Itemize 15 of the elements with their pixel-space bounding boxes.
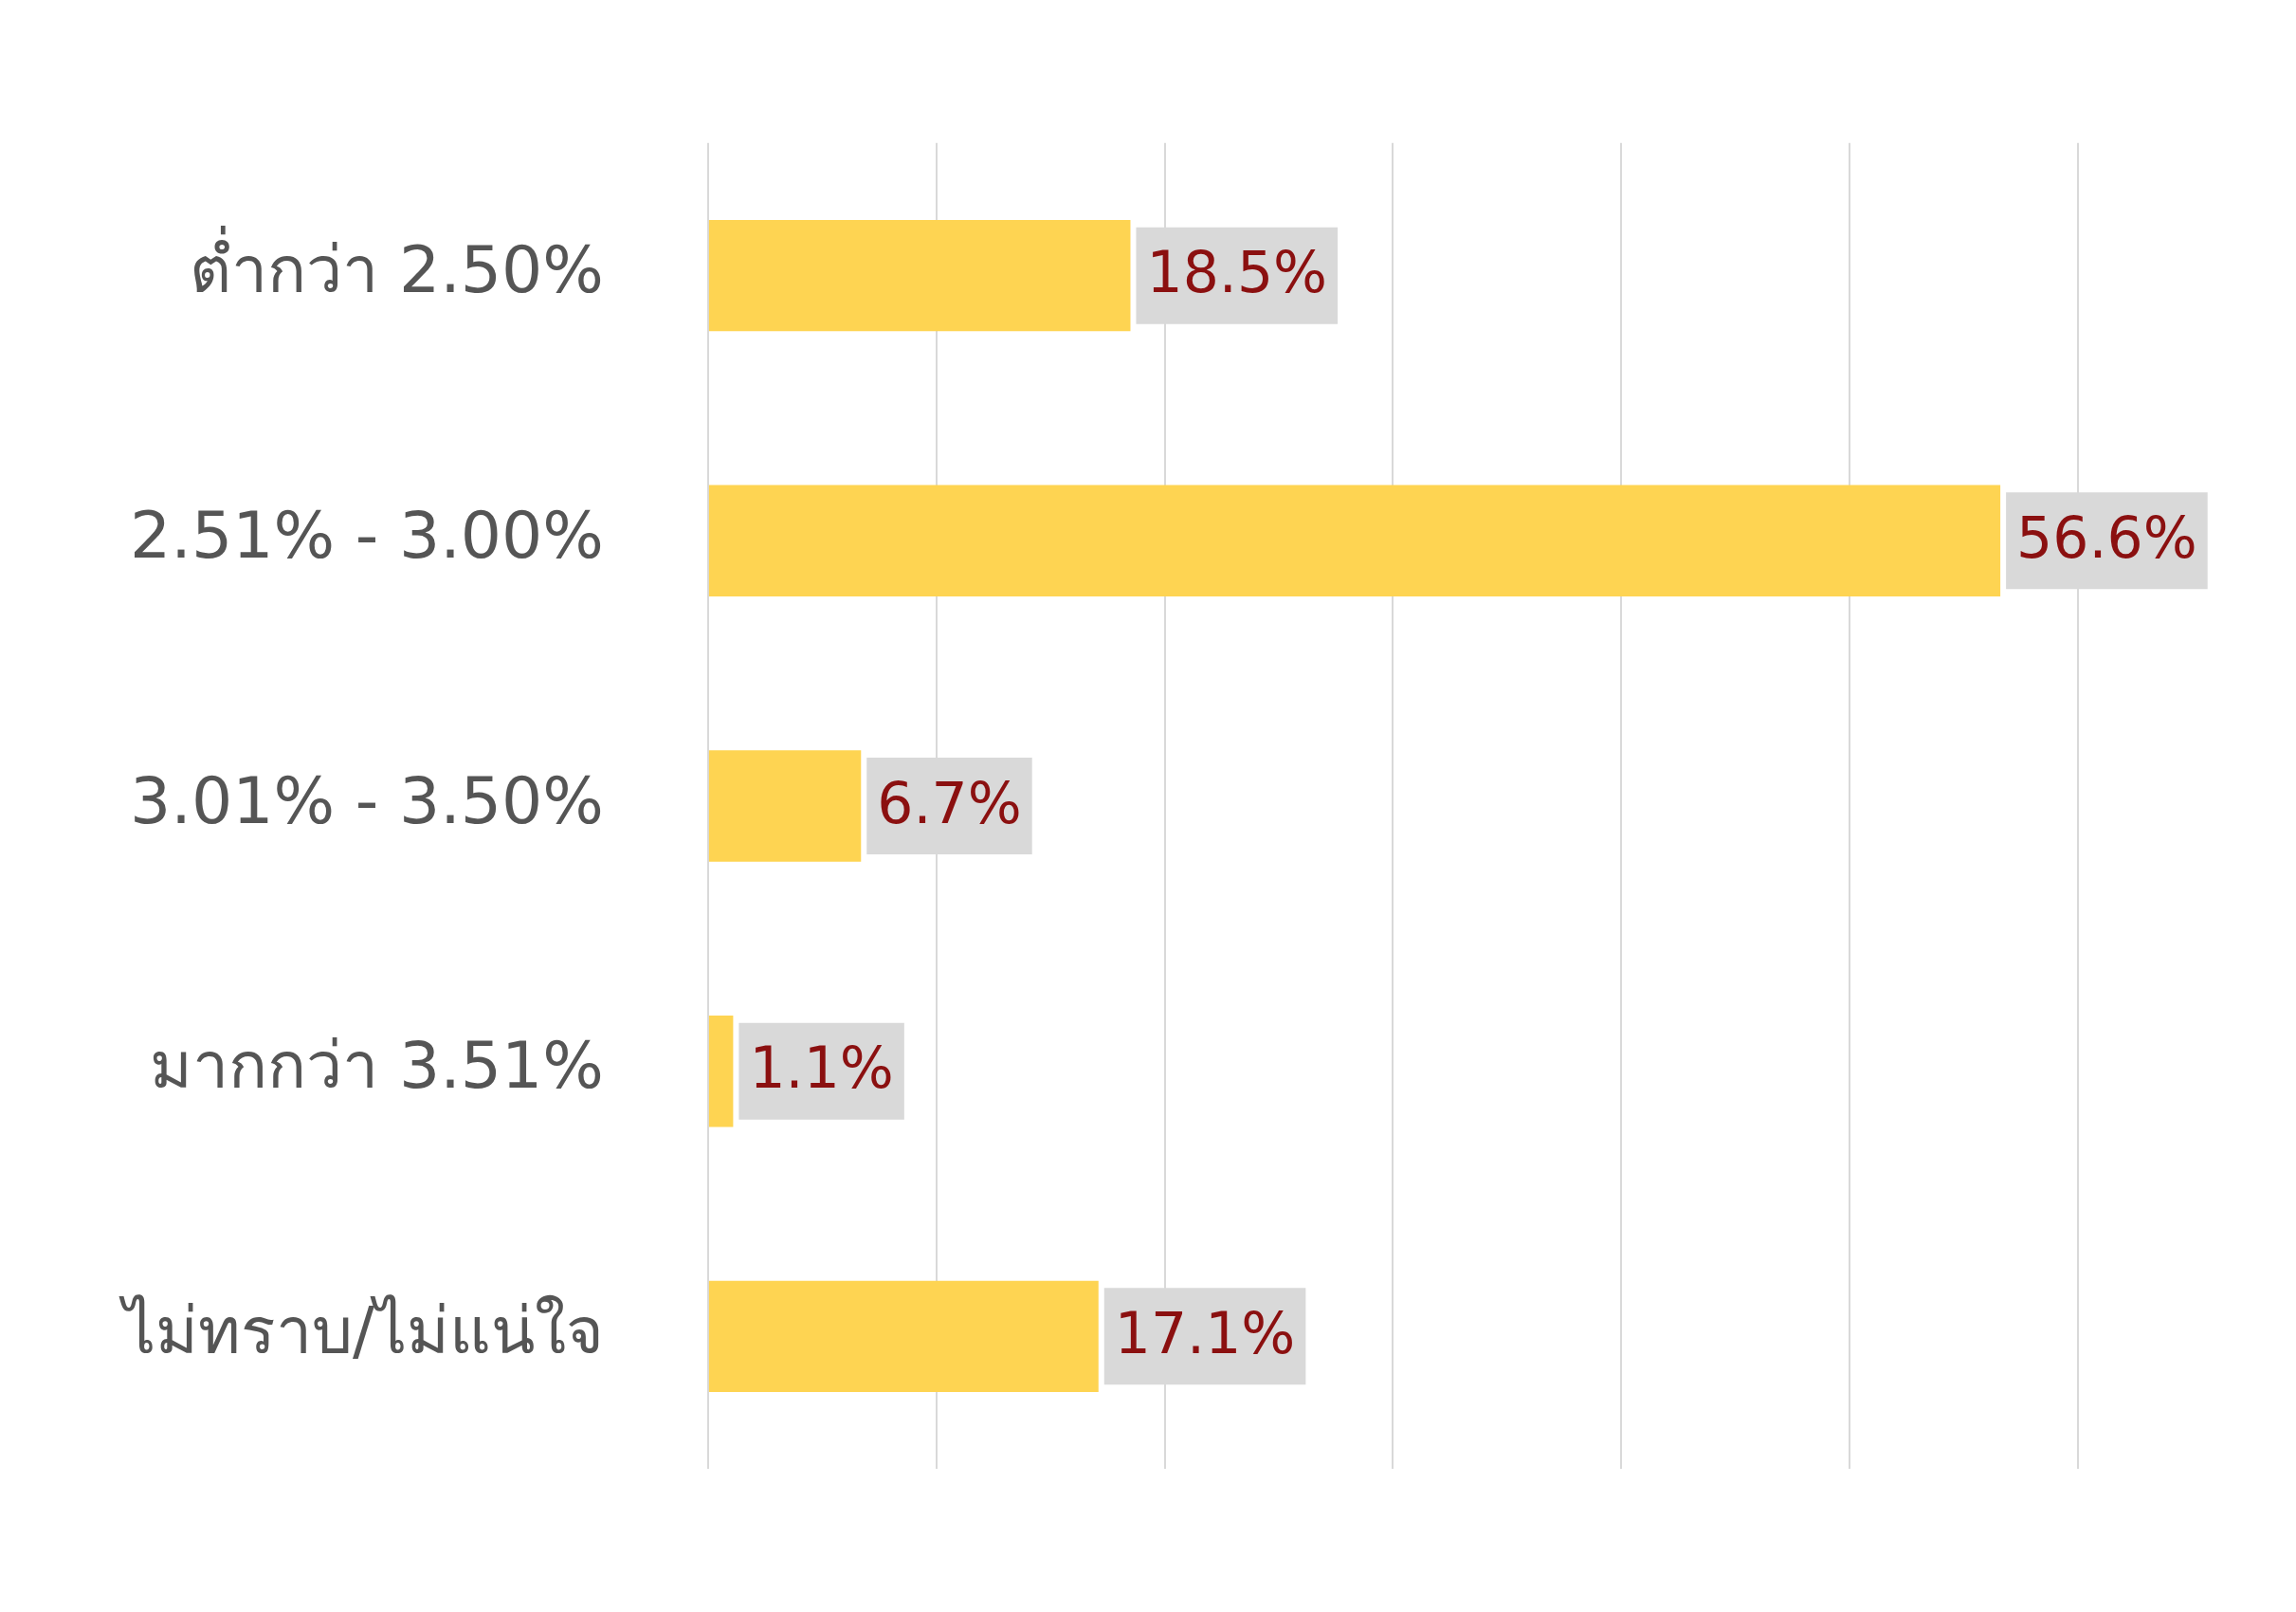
y-tick-label: ไม่ทราบ/ไม่แน่ใจ [118, 1293, 604, 1369]
data-label: 56.6% [2016, 504, 2197, 571]
data-label: 1.1% [749, 1035, 894, 1102]
bar [708, 1280, 1099, 1393]
y-tick-label: 2.51% - 3.00% [130, 497, 604, 573]
bar [708, 1015, 734, 1127]
data-label: 17.1% [1114, 1299, 1296, 1366]
bar [708, 750, 862, 862]
bar [708, 485, 2001, 597]
data-label: 18.5% [1146, 239, 1328, 306]
bar [708, 219, 1131, 332]
y-tick-label: ต่ำกว่า 2.50% [190, 226, 604, 308]
y-tick-label: 3.01% - 3.50% [130, 762, 604, 838]
data-label: 6.7% [877, 769, 1022, 836]
y-tick-label: มากกว่า 3.51% [150, 1028, 604, 1104]
